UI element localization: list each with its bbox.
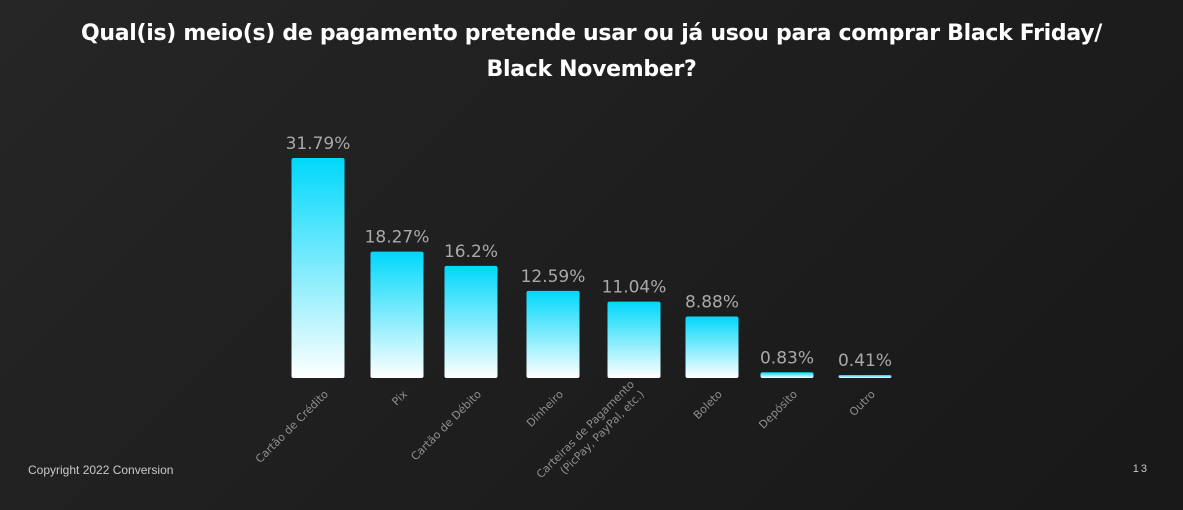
data-label-4: 12.59% [521, 267, 586, 287]
data-label-5: 11.04% [602, 278, 667, 298]
bar-5 [607, 301, 661, 378]
tick-label-2: Pix [389, 387, 410, 408]
data-label-8: 0.41% [838, 351, 892, 371]
bars-group [291, 158, 892, 378]
data-label-6: 8.88% [685, 293, 739, 313]
tick-label-3: Cartão de Débito [408, 388, 484, 464]
tick-label-6: Boleto [691, 388, 725, 422]
tick-label-8-line-1: Outro [847, 388, 878, 419]
tick-label-5-line-1: Carteiras de Pagamento [534, 378, 637, 481]
bar-6 [685, 316, 739, 378]
tick-label-1-line-1: Cartão de Crédito [253, 388, 331, 466]
data-label-3: 16.2% [444, 242, 498, 262]
data-label-7: 0.83% [760, 348, 814, 368]
tick-label-7: Depósito [756, 388, 800, 432]
tick-label-5-line-2: (PicPay, PayPal, etc.) [558, 388, 647, 477]
tick-label-6-line-1: Boleto [691, 388, 725, 422]
data-labels-group: 31.79% 18.27% 16.2% 12.59% 11.04% 8.88% 0.83% 0… [286, 134, 892, 371]
tick-label-1: Cartão de Crédito [253, 388, 331, 466]
tick-label-4-line-1: Dinheiro [524, 388, 566, 430]
tick-label-3-line-1: Cartão de Débito [408, 388, 484, 464]
bar-2 [370, 251, 424, 378]
bar-4 [526, 290, 580, 378]
tick-label-8: Outro [847, 388, 878, 419]
tick-label-2-line-1: Pix [389, 387, 410, 408]
chart-title-line-2: Black November? [486, 57, 697, 82]
data-label-2: 18.27% [365, 228, 430, 248]
tick-label-4: Dinheiro [524, 388, 566, 430]
tick-label-7-line-1: Depósito [756, 388, 800, 432]
bar-1 [291, 158, 345, 378]
bar-7 [760, 372, 814, 378]
chart-title-line-1: Qual(is) meio(s) de pagamento pretende u… [80, 21, 1103, 46]
page-number: 13 [1132, 463, 1149, 475]
chart-title: Qual(is) meio(s) de pagamento pretende u… [0, 16, 1183, 88]
bar-3 [444, 265, 498, 378]
copyright-text: Copyright 2022 Conversion [28, 463, 174, 477]
bar-8 [838, 375, 892, 378]
data-label-1: 31.79% [286, 134, 351, 154]
